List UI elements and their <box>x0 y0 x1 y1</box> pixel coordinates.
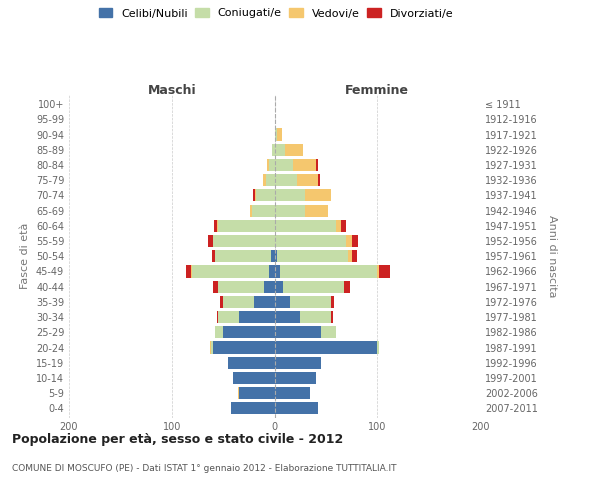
Bar <box>277 250 349 262</box>
Bar <box>220 296 223 308</box>
Text: Femmine: Femmine <box>345 84 409 96</box>
Bar <box>305 190 331 202</box>
Bar <box>331 296 334 308</box>
Bar <box>218 280 264 293</box>
Bar <box>316 159 317 171</box>
Bar <box>269 159 275 171</box>
Bar <box>218 220 275 232</box>
Bar <box>253 190 255 202</box>
Bar <box>256 190 275 202</box>
Bar <box>218 311 239 323</box>
Bar <box>215 326 223 338</box>
Bar <box>213 235 275 247</box>
Text: Popolazione per età, sesso e stato civile - 2012: Popolazione per età, sesso e stato civil… <box>12 432 343 446</box>
Bar <box>275 128 277 140</box>
Bar <box>275 190 305 202</box>
Bar <box>283 280 344 293</box>
Bar <box>275 235 346 247</box>
Bar <box>341 220 346 232</box>
Bar <box>290 296 331 308</box>
Bar <box>239 311 275 323</box>
Bar <box>275 250 277 262</box>
Bar <box>336 220 341 232</box>
Bar <box>269 266 275 278</box>
Bar <box>228 356 275 369</box>
Bar <box>352 235 358 247</box>
Text: Maschi: Maschi <box>148 84 196 96</box>
Bar <box>346 235 352 247</box>
Bar <box>377 266 379 278</box>
Bar <box>277 128 281 140</box>
Bar <box>211 342 213 353</box>
Bar <box>300 311 331 323</box>
Bar <box>275 144 285 156</box>
Bar <box>297 174 317 186</box>
Bar <box>239 387 275 399</box>
Legend: Celibi/Nubili, Coniugati/e, Vedovi/e, Divorziati/e: Celibi/Nubili, Coniugati/e, Vedovi/e, Di… <box>99 8 453 18</box>
Bar <box>377 342 379 353</box>
Bar <box>266 174 275 186</box>
Y-axis label: Fasce di età: Fasce di età <box>20 223 30 290</box>
Bar <box>250 204 252 216</box>
Text: COMUNE DI MOSCUFO (PE) - Dati ISTAT 1° gennaio 2012 - Elaborazione TUTTITALIA.IT: COMUNE DI MOSCUFO (PE) - Dati ISTAT 1° g… <box>12 464 397 473</box>
Bar <box>275 326 321 338</box>
Bar <box>186 266 191 278</box>
Bar <box>223 326 275 338</box>
Bar <box>213 342 275 353</box>
Bar <box>191 266 193 278</box>
Y-axis label: Anni di nascita: Anni di nascita <box>547 215 557 298</box>
Bar <box>275 387 310 399</box>
Bar <box>264 280 275 293</box>
Bar <box>285 144 303 156</box>
Bar <box>272 144 275 156</box>
Bar <box>280 266 377 278</box>
Bar <box>321 326 336 338</box>
Bar <box>233 372 275 384</box>
Bar <box>275 159 293 171</box>
Bar <box>379 266 389 278</box>
Bar <box>275 280 283 293</box>
Bar <box>212 250 215 262</box>
Bar <box>255 190 256 202</box>
Bar <box>275 372 316 384</box>
Bar <box>317 174 320 186</box>
Bar <box>217 311 218 323</box>
Bar <box>271 250 275 262</box>
Bar <box>275 204 305 216</box>
Bar <box>232 402 275 414</box>
Bar <box>331 311 333 323</box>
Bar <box>275 402 317 414</box>
Bar <box>352 250 356 262</box>
Bar <box>275 220 336 232</box>
Bar <box>275 174 297 186</box>
Bar <box>305 204 328 216</box>
Bar <box>263 174 266 186</box>
Bar <box>275 266 280 278</box>
Bar <box>293 159 316 171</box>
Bar <box>275 356 321 369</box>
Bar <box>349 250 352 262</box>
Bar <box>275 296 290 308</box>
Bar <box>268 159 269 171</box>
Bar <box>275 311 300 323</box>
Bar <box>252 204 275 216</box>
Bar <box>210 342 211 353</box>
Bar <box>215 250 271 262</box>
Bar <box>223 296 254 308</box>
Bar <box>193 266 269 278</box>
Bar <box>344 280 350 293</box>
Bar <box>213 280 218 293</box>
Bar <box>238 387 239 399</box>
Bar <box>217 220 218 232</box>
Bar <box>208 235 213 247</box>
Bar <box>214 220 217 232</box>
Bar <box>275 342 377 353</box>
Bar <box>254 296 275 308</box>
